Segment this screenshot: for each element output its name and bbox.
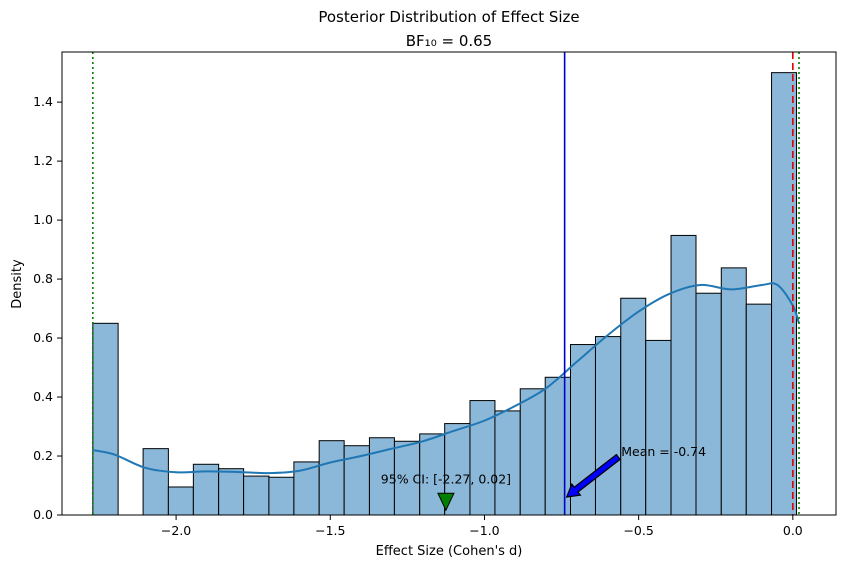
chart-subtitle: BF₁₀ = 0.65	[406, 32, 492, 50]
y-tick-label: 0.6	[33, 330, 53, 345]
y-axis-label: Density	[10, 259, 25, 309]
x-axis-ticks: −2.0 −1.5 −1.0 −0.5 0.0	[161, 515, 803, 538]
histogram-bar	[268, 476, 295, 516]
histogram-bars	[92, 72, 798, 516]
y-tick-label: 1.4	[33, 94, 53, 109]
y-tick-label: 0.8	[33, 271, 53, 286]
reference-lines	[92, 52, 800, 515]
y-tick-label: 0.2	[33, 448, 53, 463]
y-tick-label: 1.0	[33, 212, 53, 227]
x-axis-label: Effect Size (Cohen's d)	[376, 544, 523, 559]
histogram-bar	[494, 410, 521, 516]
histogram-bar	[720, 267, 747, 516]
y-axis-ticks: 0.0 0.2 0.4 0.6 0.8 1.0 1.2 1.4	[33, 94, 62, 522]
y-tick-label: 0.4	[33, 389, 53, 404]
ci-marker	[437, 492, 455, 512]
histogram-bar	[318, 440, 345, 516]
histogram-bar	[243, 475, 270, 516]
x-tick-label: −1.0	[469, 523, 499, 538]
histogram-bar	[745, 303, 773, 516]
histogram-bar	[670, 234, 697, 516]
annotations: Mean = -0.74 95% CI: [-2.27, 0.02]	[381, 444, 706, 512]
y-tick-label: 1.2	[33, 153, 53, 168]
x-tick-label: −1.5	[315, 523, 345, 538]
histogram-bar	[695, 292, 722, 516]
histogram-bar	[620, 297, 647, 516]
x-tick-label: −0.5	[623, 523, 653, 538]
mean-arrow-shape	[565, 453, 621, 498]
ci-label: 95% CI: [-2.27, 0.02]	[381, 472, 511, 487]
histogram-bar	[167, 486, 194, 516]
histogram-bar	[594, 336, 622, 516]
histogram-bar	[544, 376, 571, 516]
histogram-bar	[393, 440, 421, 516]
x-tick-label: −2.0	[161, 523, 191, 538]
mean-label: Mean = -0.74	[621, 444, 706, 459]
histogram-bar	[92, 322, 119, 516]
mean-arrow	[565, 453, 621, 498]
histogram-bar	[218, 468, 245, 516]
y-tick-label: 0.0	[33, 507, 53, 522]
chart-title: Posterior Distribution of Effect Size	[318, 8, 579, 26]
x-tick-label: 0.0	[783, 523, 803, 538]
histogram-bar	[645, 339, 672, 516]
plot-frame	[61, 51, 837, 516]
histogram-bar	[519, 388, 546, 516]
histogram-bar	[142, 448, 169, 516]
kde-curve	[92, 282, 800, 475]
